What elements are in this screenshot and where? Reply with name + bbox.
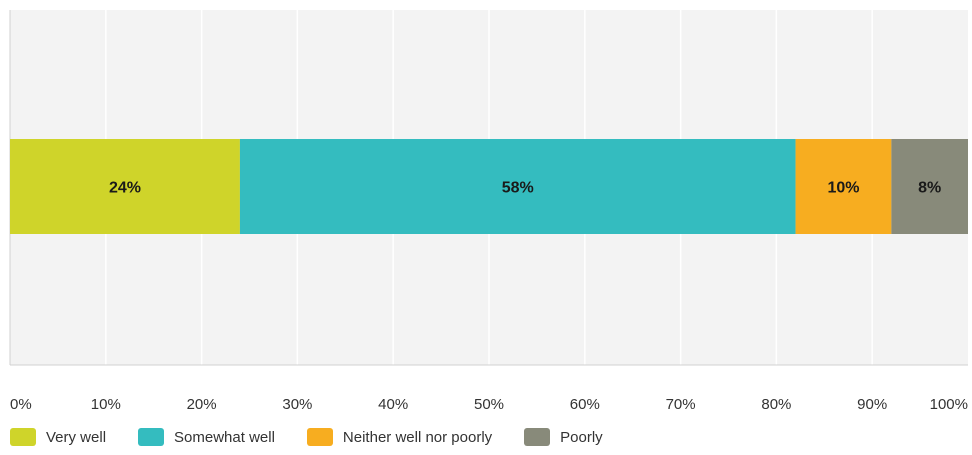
data-label-somewhat-well: 58%: [502, 180, 534, 197]
bar-segment-poorly: [891, 139, 968, 234]
legend-swatch-poorly: [524, 428, 551, 446]
legend-label-neither: Neither well nor poorly: [342, 428, 493, 446]
legend-swatch-neither: [306, 428, 333, 446]
legend-label-somewhat-well: Somewhat well: [174, 428, 275, 446]
bar-segment-very-well: [10, 139, 240, 234]
x-tick-label-40: 40%: [378, 396, 408, 413]
legend-swatch-very-well: [10, 428, 36, 446]
legend: Very well Somewhat well Neither well nor…: [10, 428, 635, 446]
x-tick-label-70: 70%: [666, 396, 696, 413]
legend-item-neither: Neither well nor poorly: [306, 428, 493, 446]
bar-segment-neither-well-nor-poorly: [795, 139, 892, 234]
x-tick-label-50: 50%: [474, 396, 504, 413]
legend-item-very-well: Very well: [10, 428, 106, 446]
stacked-bar-chart: 24% 58% 10% 8% 0% 10% 20% 30% 40% 50% 60% 70% 80% 90%…: [9, 10, 968, 413]
x-tick-label-20: 20%: [187, 396, 217, 413]
legend-label-very-well: Very well: [46, 428, 107, 446]
bar-segment-somewhat-well: [239, 139, 796, 234]
x-tick-label-0: 0%: [10, 396, 32, 413]
legend-item-poorly: Poorly: [524, 428, 603, 446]
x-tick-label-60: 60%: [570, 396, 600, 413]
legend-label-poorly: Poorly: [560, 428, 603, 446]
x-tick-label-100: 100%: [930, 396, 968, 413]
legend-swatch-somewhat-well: [138, 428, 165, 446]
data-label-poorly: 8%: [918, 180, 941, 197]
x-tick-label-80: 80%: [761, 396, 791, 413]
data-label-very-well: 24%: [109, 180, 141, 197]
x-tick-label-30: 30%: [282, 396, 312, 413]
data-label-neither-well-nor-poorly: 10%: [827, 180, 859, 197]
legend-item-somewhat-well: Somewhat well: [138, 428, 275, 446]
x-tick-label-90: 90%: [857, 396, 887, 413]
x-tick-label-10: 10%: [91, 396, 121, 413]
